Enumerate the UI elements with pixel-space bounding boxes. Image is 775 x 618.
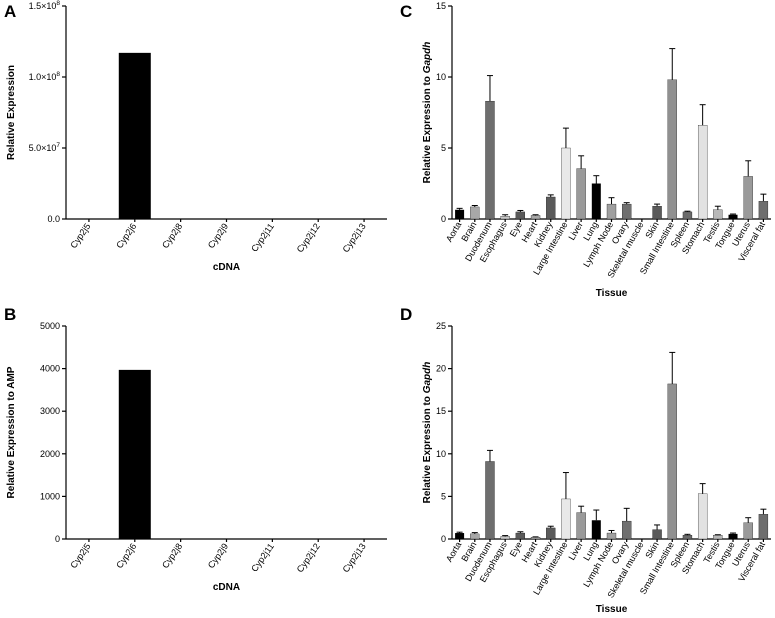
y-tick-label-c: 15 [436,1,446,11]
bar-d-duodenum [485,461,495,540]
y-tick-label-d: 0 [441,534,446,544]
x-category-label-b: Cyp2j9 [206,541,230,570]
x-category-label-b: Cyp2j8 [160,541,184,570]
panel-letter-a: A [4,2,16,21]
x-category-label-b: Cyp2j13 [341,541,368,574]
y-tick-label-c: 0 [441,214,446,224]
bar-c-ovary [622,203,632,220]
y-tick-label-a: 5.0×107 [29,142,61,153]
y-tick-label-b: 5000 [40,321,60,331]
y-tick-label-b: 2000 [40,449,60,459]
x-category-label-a: Cyp2j6 [114,221,138,250]
bar-d-lung [591,520,601,539]
bar-d-small-intestine [667,383,677,540]
bar-d-liver [576,512,586,540]
x-axis-title-a: cDNA [213,262,240,273]
x-category-label-b: Cyp2j5 [68,541,92,570]
bar-c-spleen [682,211,693,220]
bar-d-esophagus [500,536,510,540]
bar-c-kidney [546,196,556,220]
x-category-label-c: Aorta [444,220,463,244]
y-tick-label-b: 4000 [40,364,60,374]
x-category-label-a: Cyp2j8 [160,221,184,250]
bar-d-ovary [622,520,632,540]
bar-c-visceral-fat [758,201,769,220]
x-axis-title-d: Tissue [596,604,628,615]
y-axis-title-c: Relative Expression to Gapdh [422,42,433,184]
bar-d-large-intestine [561,498,571,540]
bar-d-brain [470,533,480,540]
y-tick-label-a: 1.5×108 [29,0,61,11]
y-axis-title-a: Relative Expression [6,65,17,160]
y-tick-label-d: 15 [436,406,446,416]
bar-a-cyp2j6 [118,52,151,219]
bar-c-testis [713,209,723,220]
bar-d-skin [652,529,662,540]
x-axis-title-c: Tissue [596,288,628,299]
y-tick-label-b: 0 [55,534,60,544]
bar-d-spleen [682,535,693,540]
bar-d-lymph-node [606,532,617,540]
bar-c-eye [515,211,526,220]
bar-c-brain [470,206,480,220]
panel-a: 0.0 5.0×107 1.0×108 1.5×108 Cyp2j5 Cyp2j6 Cyp2… [6,0,387,273]
y-tick-label-a: 1.0×108 [29,71,61,82]
panel-letter-c: C [400,2,412,21]
y-tick-label-a: 0.0 [47,214,60,224]
panel-letter-d: D [400,305,412,324]
bar-c-skin [652,206,662,220]
bar-b-cyp2j6 [118,369,151,539]
bar-d-kidney [546,527,556,540]
y-axis-title-d: Relative Expression to Gapdh [422,362,433,504]
bar-c-duodenum [485,100,495,220]
x-category-label-a: Cyp2j11 [249,221,276,253]
bar-c-esophagus [500,216,510,220]
x-category-label-a: Cyp2j13 [341,221,368,254]
bar-c-tongue [728,214,738,219]
y-tick-label-c: 10 [436,72,446,82]
bar-d-aorta [455,533,465,539]
x-category-label-b: Cyp2j11 [249,541,276,573]
bar-d-stomach [697,493,708,540]
y-tick-label-c: 5 [441,143,446,153]
bar-d-visceral-fat [758,514,769,540]
bar-d-tongue [728,533,738,539]
y-tick-label-d: 20 [436,364,446,374]
panel-d: 0510152025AortaBrainDuodenumEsophagusEye… [422,321,771,615]
y-axis-title-b: Relative Expression to AMP [6,366,17,498]
y-tick-label-b: 1000 [40,491,60,501]
y-tick-label-d: 10 [436,449,446,459]
bar-d-testis [713,535,723,540]
bar-d-heart [530,537,541,540]
panel-letter-b: B [4,305,16,324]
x-category-label-a: Cyp2j5 [68,221,92,250]
bar-c-liver [576,168,586,220]
bar-c-stomach [697,125,708,220]
x-category-label-a: Cyp2j12 [295,221,322,254]
bar-c-lymph-node [606,203,617,220]
x-category-label-a: Cyp2j9 [206,221,230,250]
y-tick-label-d: 5 [441,491,446,501]
y-tick-label-d: 25 [436,321,446,331]
bar-c-aorta [455,209,465,219]
y-tick-label-b: 3000 [40,406,60,416]
x-category-label-b: Cyp2j12 [295,541,322,574]
bar-c-lung [591,183,601,219]
bar-d-uterus [743,522,753,540]
panel-b: 0 1000 2000 3000 4000 5000 Cyp2j5 Cyp2j6 Cyp2j8 C… [6,321,387,593]
x-category-label-d: Aorta [444,540,463,564]
bar-c-large-intestine [561,147,571,220]
x-category-label-b: Cyp2j6 [114,541,138,570]
bar-c-small-intestine [667,79,677,220]
x-axis-title-b: cDNA [213,582,240,593]
bar-d-eye [515,532,526,540]
panel-c: 051015AortaBrainDuodenumEsophagusEyeHear… [422,1,771,299]
bar-c-heart [530,215,541,220]
bar-c-uterus [743,176,753,220]
